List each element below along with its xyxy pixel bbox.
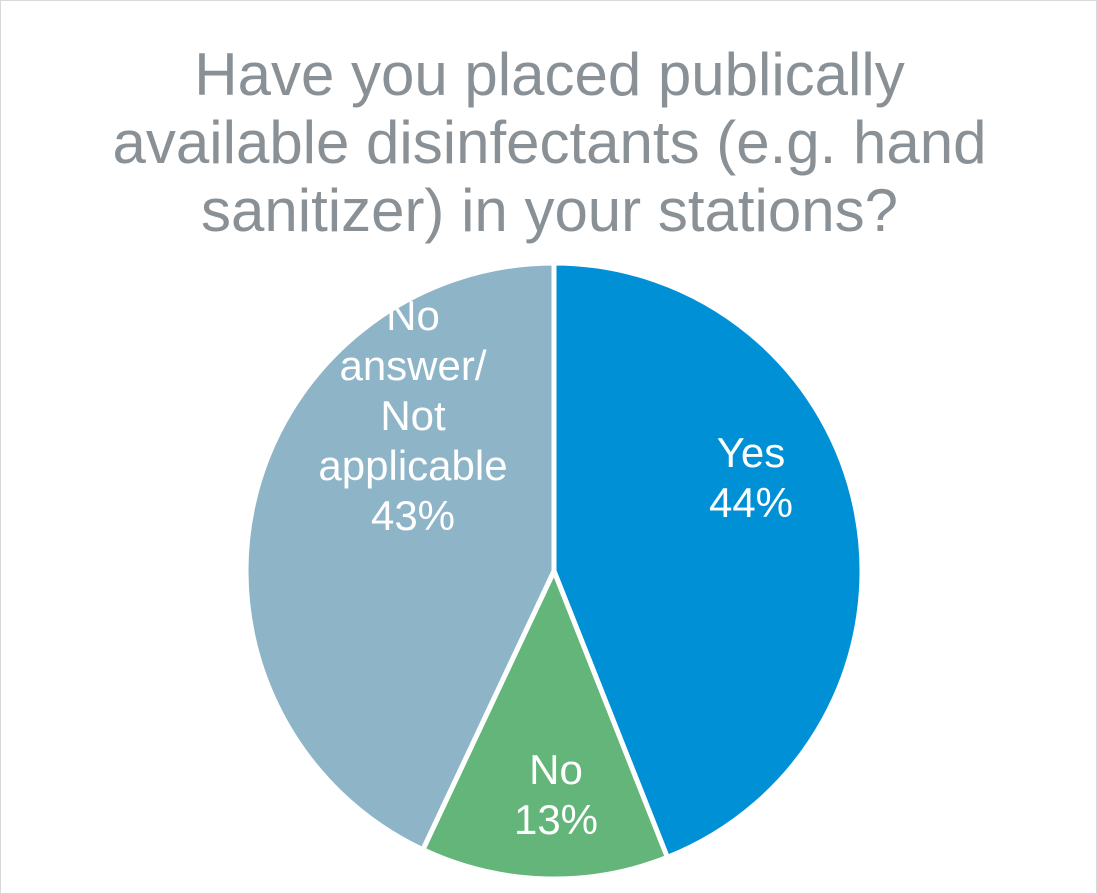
pie-slice-0 bbox=[551, 260, 865, 860]
slice-category-label-1: No bbox=[529, 746, 583, 793]
chart-title-line-2: available disinfectants (e.g. hand bbox=[112, 109, 987, 176]
chart-title: Have you placed publically available dis… bbox=[41, 41, 1058, 245]
slice-category-label-2: answer/ bbox=[339, 342, 486, 389]
pie-slice-1 bbox=[420, 568, 670, 882]
slice-category-label-2: No bbox=[386, 292, 440, 339]
slice-value-label-0: 44% bbox=[709, 479, 793, 526]
slice-category-label-0: Yes bbox=[717, 429, 786, 476]
slice-category-label-2: applicable bbox=[318, 442, 507, 489]
slice-value-label-1: 13% bbox=[514, 796, 598, 843]
chart-title-line-3: sanitizer) in your stations? bbox=[201, 177, 898, 244]
slice-value-label-2: 43% bbox=[371, 492, 455, 539]
slice-category-label-2: Not bbox=[380, 392, 446, 439]
chart-title-line-1: Have you placed publically bbox=[194, 41, 905, 108]
pie-slice-2 bbox=[243, 260, 557, 853]
